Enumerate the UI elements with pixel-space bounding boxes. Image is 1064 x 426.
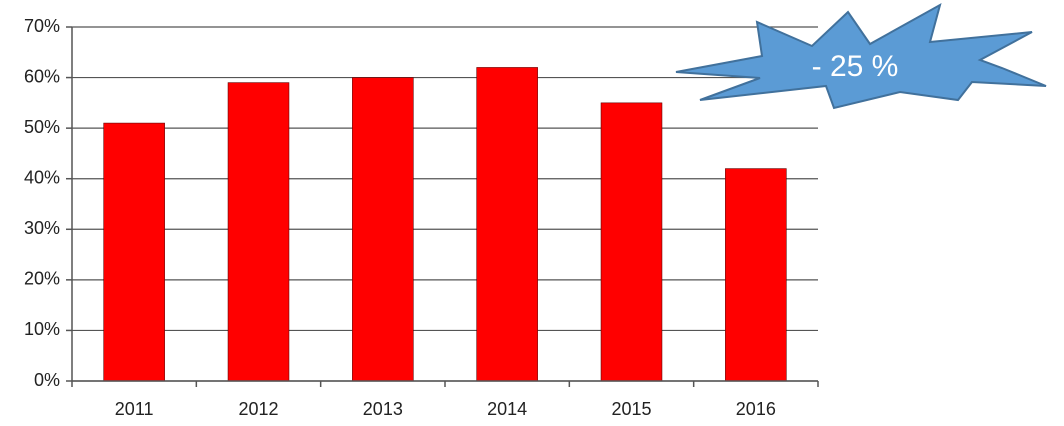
y-tick-label: 20% <box>24 269 60 289</box>
bar <box>725 168 787 382</box>
bar <box>352 77 414 382</box>
y-tick-label: 0% <box>34 370 60 390</box>
plot-area: 0% 10% 20% 30% 40% 50% 60% 70% 2011 2012 2013 2014 2… <box>24 16 819 419</box>
y-tick-label: 70% <box>24 16 60 36</box>
bar <box>227 82 290 382</box>
annotation: - 25 % <box>812 50 899 83</box>
bar <box>476 67 538 382</box>
x-tick-label: 2013 <box>363 399 403 419</box>
y-tick-label: 10% <box>24 319 60 339</box>
x-tick-label: 2015 <box>611 399 651 419</box>
x-tick-label: 2014 <box>487 399 527 419</box>
y-tick-label: 30% <box>24 218 60 238</box>
x-tick-label: 2011 <box>115 399 154 419</box>
x-tick-label: 2016 <box>736 399 776 419</box>
bar <box>103 122 165 382</box>
y-tick-label: 60% <box>24 66 60 86</box>
y-tick-label: 40% <box>24 167 60 187</box>
bar <box>600 102 663 382</box>
x-tick-label: 2012 <box>238 399 278 419</box>
starburst <box>675 2 1047 110</box>
y-tick-label: 50% <box>24 117 60 137</box>
